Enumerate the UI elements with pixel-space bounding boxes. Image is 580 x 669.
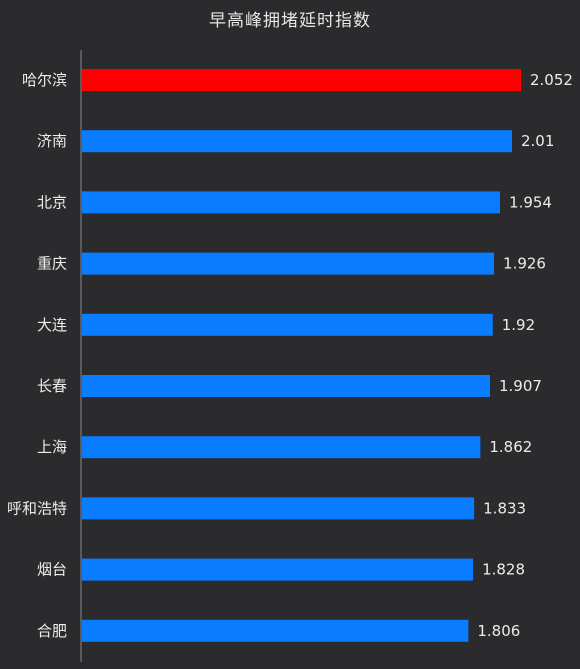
value-label-1: 2.01: [521, 132, 554, 150]
value-label-2: 1.954: [509, 193, 552, 211]
bar-7: [82, 497, 475, 520]
bar-8: [82, 558, 474, 581]
category-label-1: 济南: [37, 132, 67, 150]
category-label-0: 哈尔滨: [22, 71, 67, 89]
bar-0: [82, 69, 521, 91]
bar-6: [82, 436, 481, 459]
category-label-5: 长春: [37, 377, 67, 395]
chart-title: 早高峰拥堵延时指数: [209, 11, 371, 31]
bar-3: [82, 252, 495, 275]
value-label-4: 1.92: [502, 316, 535, 334]
bar-4: [82, 313, 493, 336]
category-label-3: 重庆: [37, 255, 67, 273]
value-label-6: 1.862: [489, 438, 532, 456]
bar-1: [82, 130, 513, 153]
category-label-4: 大连: [37, 316, 67, 334]
bars-layer: 哈尔滨 2.052 济南 2.01 北京 1.954 重庆 1.926 大连 1.92 长春 1.90…: [7, 69, 573, 642]
category-label-6: 上海: [37, 438, 67, 456]
category-label-8: 烟台: [37, 561, 67, 579]
category-label-9: 合肥: [37, 622, 67, 640]
value-label-0: 2.052: [530, 71, 573, 89]
bar-5: [82, 375, 490, 397]
category-label-7: 呼和浩特: [7, 499, 67, 517]
value-label-8: 1.828: [482, 561, 525, 579]
value-label-5: 1.907: [499, 377, 542, 395]
category-label-2: 北京: [37, 193, 67, 211]
value-label-7: 1.833: [483, 499, 526, 517]
value-label-3: 1.926: [503, 255, 546, 273]
value-label-9: 1.806: [477, 622, 520, 640]
bar-9: [82, 619, 469, 642]
bar-2: [82, 191, 501, 214]
